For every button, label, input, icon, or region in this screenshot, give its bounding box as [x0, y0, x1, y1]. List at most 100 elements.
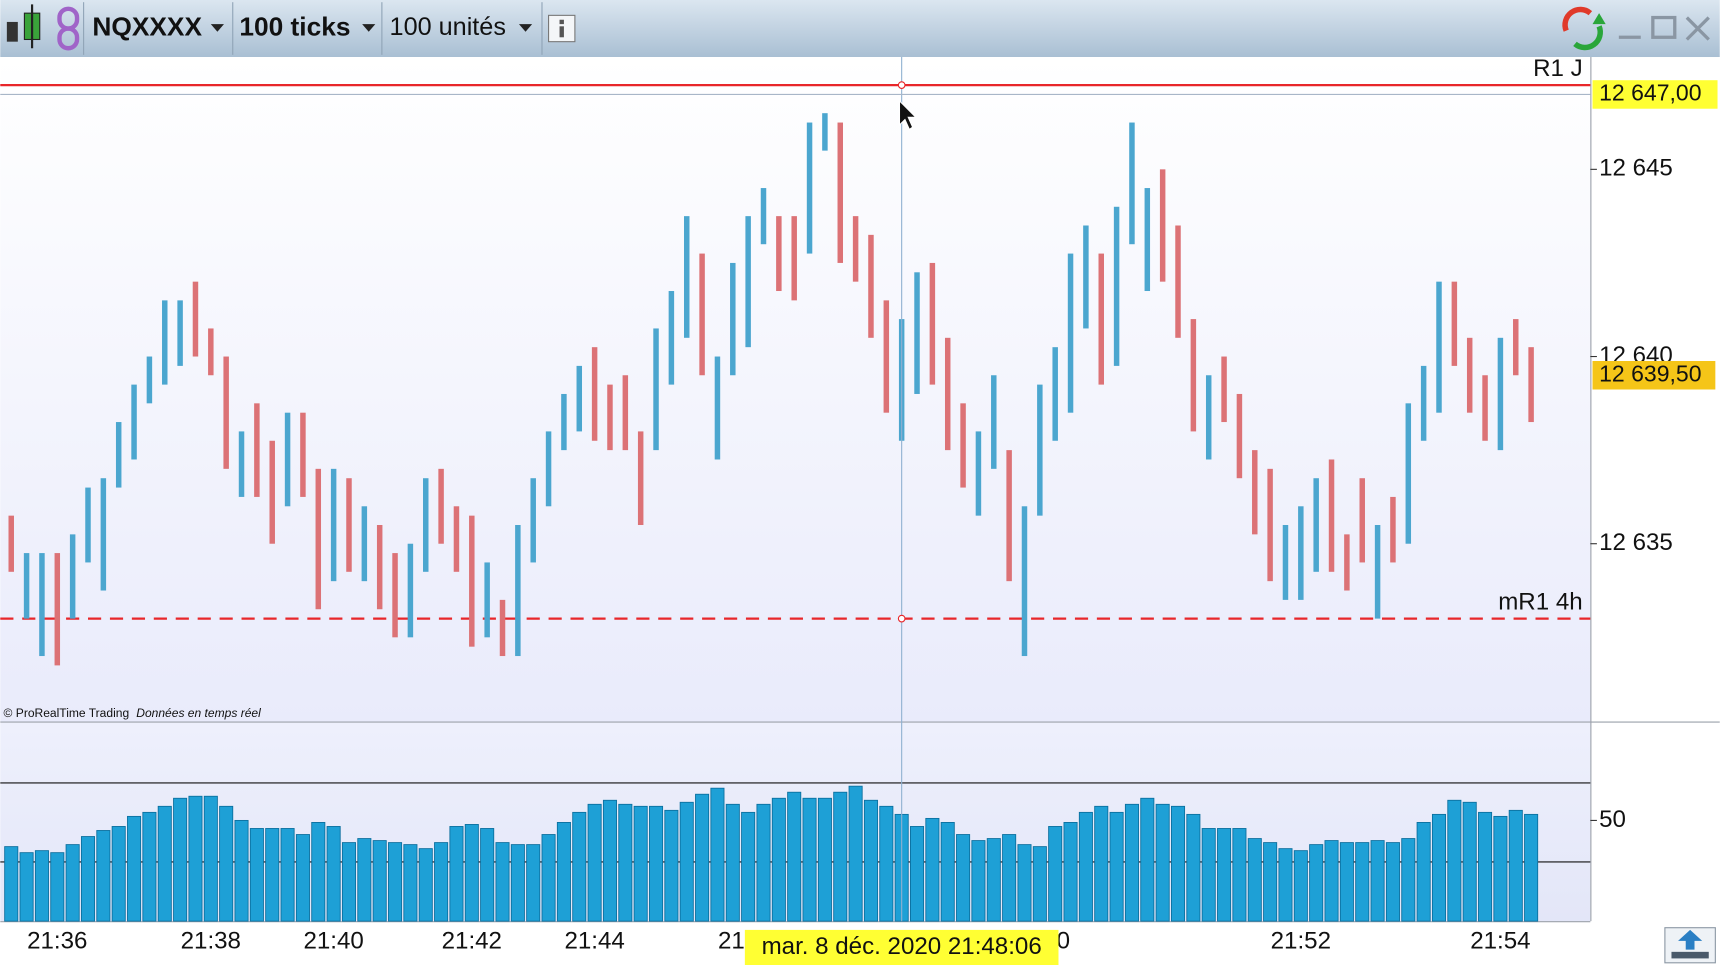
- price-bar: [23, 553, 30, 619]
- price-bar: [653, 328, 659, 451]
- price-bar: [576, 365, 583, 432]
- volume-bar: [1462, 801, 1477, 922]
- volume-bar: [219, 805, 234, 922]
- price-bar: [300, 412, 306, 497]
- credit-note: Données en temps réel: [136, 706, 261, 720]
- volume-bar: [741, 811, 756, 922]
- price-bar: [100, 478, 107, 591]
- price-bar: [683, 216, 690, 338]
- price-bar: [1113, 206, 1120, 366]
- price-bar: [1021, 506, 1028, 657]
- volume-bar: [695, 793, 710, 922]
- price-pane: [0, 57, 1591, 722]
- price-bar: [39, 553, 45, 657]
- volume-bar: [1524, 813, 1539, 922]
- price-bar: [1359, 478, 1365, 563]
- volume-bar: [1447, 799, 1462, 922]
- maximize-button[interactable]: [1651, 15, 1677, 39]
- price-bar: [1267, 468, 1273, 582]
- dropdown-arrow[interactable]: [210, 24, 224, 32]
- volume-bar: [910, 826, 925, 922]
- credit: © ProRealTime Trading: [4, 706, 130, 720]
- price-bar: [1175, 225, 1181, 338]
- volume-bar: [556, 822, 571, 922]
- icon-part: [559, 19, 564, 25]
- volume-bar: [1063, 822, 1078, 922]
- price-bar: [131, 384, 137, 460]
- volume-bar: [357, 838, 372, 922]
- price-bar: [637, 431, 644, 526]
- volume-bar: [833, 791, 848, 922]
- volume-bar: [1232, 828, 1247, 922]
- volume-bar: [249, 828, 264, 922]
- chart-type-icon[interactable]: [6, 4, 41, 49]
- price-bar: [1129, 122, 1135, 245]
- price-bar: [1497, 337, 1504, 451]
- volume-bar: [188, 795, 203, 922]
- volume-bar: [1140, 797, 1155, 922]
- price-bar: [1205, 375, 1212, 460]
- symbol[interactable]: NQXXXX: [92, 11, 202, 41]
- icon-part: [1562, 6, 1593, 32]
- price-bar: [238, 431, 245, 497]
- price-bar: [8, 515, 14, 572]
- price-bar: [223, 356, 229, 469]
- volume-bar: [234, 819, 249, 922]
- price-bar: [1159, 169, 1166, 282]
- x-tick-label: 21:44: [564, 927, 624, 954]
- price-bar: [1190, 319, 1197, 432]
- price-bar: [975, 431, 982, 516]
- icon-part: [1573, 25, 1603, 51]
- price-bar: [1144, 188, 1151, 292]
- volume-bar: [1355, 842, 1370, 922]
- level-label: mR1 4h: [1498, 589, 1582, 616]
- price-bar: [177, 300, 183, 366]
- crosshair-price-label: 12 647,00: [1599, 80, 1701, 106]
- price-bar: [469, 515, 475, 647]
- volume-bar: [326, 826, 341, 922]
- period[interactable]: 100 ticks: [239, 11, 350, 41]
- price-bar: [1006, 450, 1012, 582]
- volume-bar: [65, 844, 80, 922]
- volume-bar: [1186, 813, 1201, 922]
- close-button[interactable]: [1685, 16, 1710, 41]
- price-bar: [284, 412, 291, 507]
- volume-bar: [848, 785, 863, 922]
- volume-unit[interactable]: 100 unités: [390, 13, 506, 41]
- crosshair-time-label: mar. 8 déc. 2020 21:48:06: [762, 933, 1042, 960]
- x-tick-label: 21:54: [1470, 927, 1530, 954]
- volume-bar: [649, 805, 664, 922]
- price-bar: [269, 440, 275, 544]
- link-icon[interactable]: [57, 6, 80, 51]
- price-bar: [1052, 347, 1058, 441]
- x-tick-label: 21:42: [442, 927, 502, 954]
- price-bar: [1098, 253, 1104, 385]
- price-bar: [1482, 375, 1488, 441]
- volume-bar: [1201, 828, 1216, 922]
- refresh-button[interactable]: [1562, 6, 1606, 51]
- crosshair-marker: [897, 81, 906, 89]
- volume-bar: [1247, 838, 1262, 922]
- volume-bar: [1155, 803, 1170, 922]
- dropdown-arrow[interactable]: [518, 24, 533, 32]
- export-button[interactable]: [1664, 927, 1716, 964]
- last-price-box: [1592, 360, 1716, 390]
- price-bar: [1083, 225, 1089, 329]
- info-button[interactable]: [548, 14, 576, 43]
- volume-bar: [495, 842, 510, 922]
- volume-bar: [388, 842, 403, 922]
- dropdown-arrow[interactable]: [362, 24, 376, 32]
- price-bar: [1420, 365, 1427, 441]
- volume-bar: [986, 838, 1001, 922]
- price-bar: [1328, 459, 1335, 572]
- price-bar: [1513, 319, 1519, 376]
- volume-bar: [50, 852, 65, 922]
- price-bar: [929, 262, 936, 385]
- price-bar: [407, 543, 414, 638]
- volume-bar: [34, 850, 49, 922]
- price-bar: [1390, 496, 1396, 563]
- price-bar: [883, 300, 890, 413]
- price-bar: [361, 506, 368, 582]
